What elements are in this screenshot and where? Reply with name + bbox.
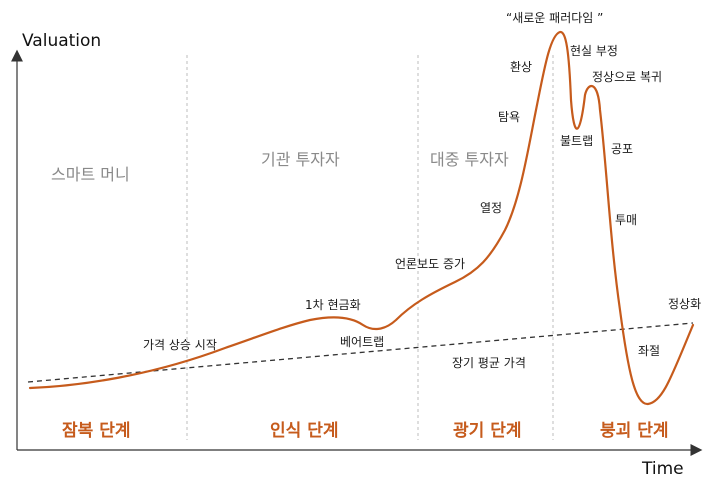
annotation-fear: 공포: [611, 142, 633, 156]
annotation-capitulation: 투매: [615, 213, 637, 227]
annotation-bull-trap: 불트랩: [560, 134, 593, 148]
long-term-mean-line: [27, 322, 694, 383]
x-axis-label: Time: [641, 459, 684, 479]
annotation-return-normal: 정상으로 복귀: [592, 70, 662, 84]
annotation-despair: 좌절: [638, 344, 660, 358]
phase-label-stealth: 잠복 단계: [62, 421, 130, 441]
annotation-greed: 탐욕: [498, 110, 520, 124]
group-label-smart-money: 스마트 머니: [51, 165, 130, 184]
annotation-first-sell: 1차 현금화: [305, 298, 361, 312]
annotation-long-term-mean: 장기 평균 가격: [452, 356, 526, 370]
annotation-enthusiasm: 열정: [480, 201, 502, 215]
annotation-delusion: 환상: [510, 60, 532, 74]
valuation-curve: [28, 30, 695, 406]
annotation-denial: 현실 부정: [570, 44, 618, 58]
annotation-normalization: 정상화: [668, 297, 701, 311]
y-axis-label: Valuation: [22, 31, 101, 51]
phase-label-mania: 광기 단계: [453, 421, 521, 441]
phase-label-awareness: 인식 단계: [270, 421, 338, 441]
phase-label-blowoff: 붕괴 단계: [600, 421, 668, 441]
annotation-price-rise: 가격 상승 시작: [143, 338, 217, 352]
group-label-public: 대중 투자자: [430, 150, 509, 169]
annotation-new-paradigm: “새로운 패러다임 ”: [506, 11, 603, 25]
group-label-institutional: 기관 투자자: [261, 150, 340, 169]
annotation-media: 언론보도 증가: [395, 257, 465, 271]
annotation-bear-trap: 베어트랩: [340, 335, 384, 349]
